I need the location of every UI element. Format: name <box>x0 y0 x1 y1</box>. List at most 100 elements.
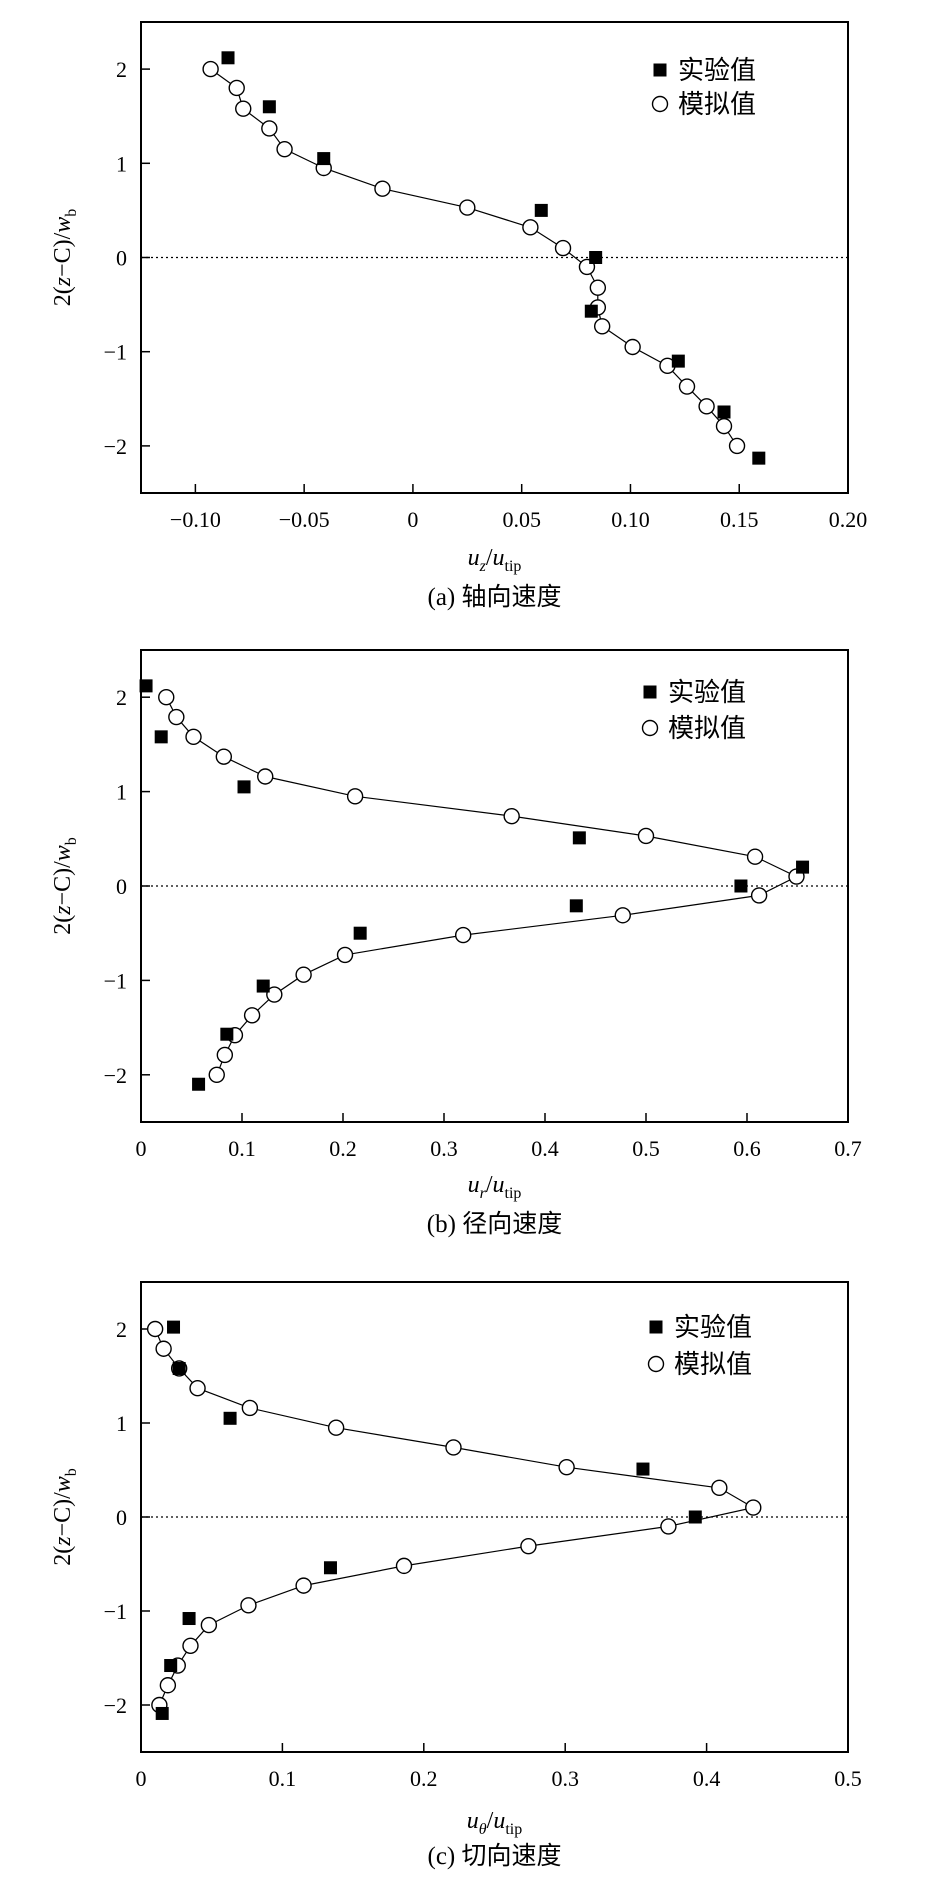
label-part: −C)/ <box>50 232 76 277</box>
experimental-point <box>223 1411 237 1425</box>
experimental-point <box>734 879 748 893</box>
x-tick-label: 0 <box>407 507 418 532</box>
x-tick-label: 0.2 <box>410 1766 438 1791</box>
label-part: 2( <box>50 1546 76 1566</box>
experimental-point <box>589 251 603 264</box>
simulated-point <box>346 788 364 805</box>
experimental-point <box>317 152 331 166</box>
simulated-point <box>158 689 175 706</box>
x-tick-label: 0.1 <box>269 1766 297 1791</box>
simulated-point <box>243 1007 261 1024</box>
legend-square-marker <box>653 63 667 77</box>
legend-label-simulated: 模拟值 <box>678 90 756 119</box>
chart-panel-c: 0 0.1 0.2 0.3 0.4 0.5210−1−2uθ/utip2(z−C)/wb(… <box>50 1281 862 1870</box>
legend-circle-marker <box>641 719 659 737</box>
panel-caption: (b) 径向速度 <box>427 1210 562 1238</box>
experimental-point <box>192 1077 206 1091</box>
simulated-point <box>459 199 476 216</box>
label-part: z <box>50 1536 76 1547</box>
simulated-point <box>395 1557 413 1575</box>
experimental-point <box>353 926 367 940</box>
legend-circle-marker <box>647 1355 665 1373</box>
simulated-point <box>295 1577 312 1594</box>
legend-circle-marker <box>651 95 669 113</box>
y-tick-label: 2 <box>116 1317 127 1342</box>
label-part: tip <box>505 1821 522 1838</box>
x-axis-label: uz/utip <box>468 545 522 575</box>
y-axis-label: 2(z−C)/wb <box>50 837 80 935</box>
y-axis-label: 2(z−C)/wb <box>50 1468 80 1566</box>
y-tick-label: 0 <box>116 246 127 271</box>
experimental-point <box>237 780 251 794</box>
legend-square-marker <box>649 1320 663 1334</box>
simulated-point <box>715 417 733 435</box>
experimental-point <box>262 100 276 114</box>
x-tick-label: 0.4 <box>693 1766 721 1791</box>
simulated-point <box>614 907 631 924</box>
simulated-point <box>215 748 233 765</box>
experimental-point <box>220 1027 234 1041</box>
x-tick-label: 0.3 <box>430 1136 458 1161</box>
x-axis-label: uθ/utip <box>467 1808 522 1838</box>
simulated-point <box>257 768 274 785</box>
legend-label-simulated: 模拟值 <box>674 1350 752 1379</box>
experimental-point <box>796 860 810 874</box>
experimental-point <box>752 451 766 465</box>
simulated-point <box>235 100 252 117</box>
experimental-point <box>256 979 270 993</box>
label-part: w <box>50 1476 76 1492</box>
label-part: u <box>468 545 480 571</box>
simulated-point <box>241 1399 259 1417</box>
experimental-point <box>167 1320 181 1334</box>
y-tick-label: 0 <box>116 874 127 899</box>
label-part: b <box>63 837 80 845</box>
label-part: / <box>487 1808 494 1834</box>
legend-label-experimental: 实验值 <box>678 56 756 85</box>
x-tick-label: 0.10 <box>611 507 650 532</box>
experimental-point <box>221 51 235 65</box>
experimental-point <box>139 679 153 693</box>
legend-square-marker <box>643 685 657 699</box>
x-tick-label: 0 <box>136 1136 147 1161</box>
simulated-point <box>660 1518 677 1535</box>
y-tick-label: −1 <box>104 1599 127 1624</box>
y-tick-label: 2 <box>116 57 127 82</box>
panel-caption: (a) 轴向速度 <box>428 583 562 611</box>
label-part: u <box>493 545 505 571</box>
experimental-point <box>323 1561 337 1575</box>
simulated-point <box>374 180 391 197</box>
simulated-point <box>503 807 520 825</box>
simulated-point <box>678 378 696 395</box>
experimental-point <box>717 405 731 419</box>
x-tick-label: 0.2 <box>329 1136 357 1161</box>
simulated-point <box>593 318 611 335</box>
chart-panel-a: −0.10 −0.05 0 0.05 0.10 0.15 0.20210−1−2uz/uti… <box>50 21 868 611</box>
label-part: 2( <box>50 915 76 935</box>
experimental-point <box>172 1361 186 1375</box>
label-part: / <box>486 545 493 571</box>
label-part: u <box>493 1172 505 1198</box>
x-tick-label: 0.1 <box>228 1136 256 1161</box>
panel-caption: (c) 切向速度 <box>428 1842 562 1870</box>
label-part: b <box>63 209 80 217</box>
x-tick-label: 0.20 <box>829 507 868 532</box>
y-tick-label: −2 <box>104 1693 127 1718</box>
experimental-point <box>182 1612 196 1626</box>
label-part: z <box>50 905 76 916</box>
label-part: b <box>63 1468 80 1476</box>
label-part: u <box>467 1808 479 1834</box>
y-tick-label: 1 <box>116 1411 127 1436</box>
simulated-point <box>745 1499 762 1516</box>
y-tick-label: −2 <box>104 434 127 459</box>
experimental-point <box>164 1659 178 1673</box>
label-part: u <box>493 1808 505 1834</box>
experimental-point <box>636 1462 650 1476</box>
simulated-point <box>624 338 641 356</box>
experimental-point <box>155 1706 169 1720</box>
simulated-series-line <box>210 68 738 447</box>
simulated-point <box>728 437 746 455</box>
